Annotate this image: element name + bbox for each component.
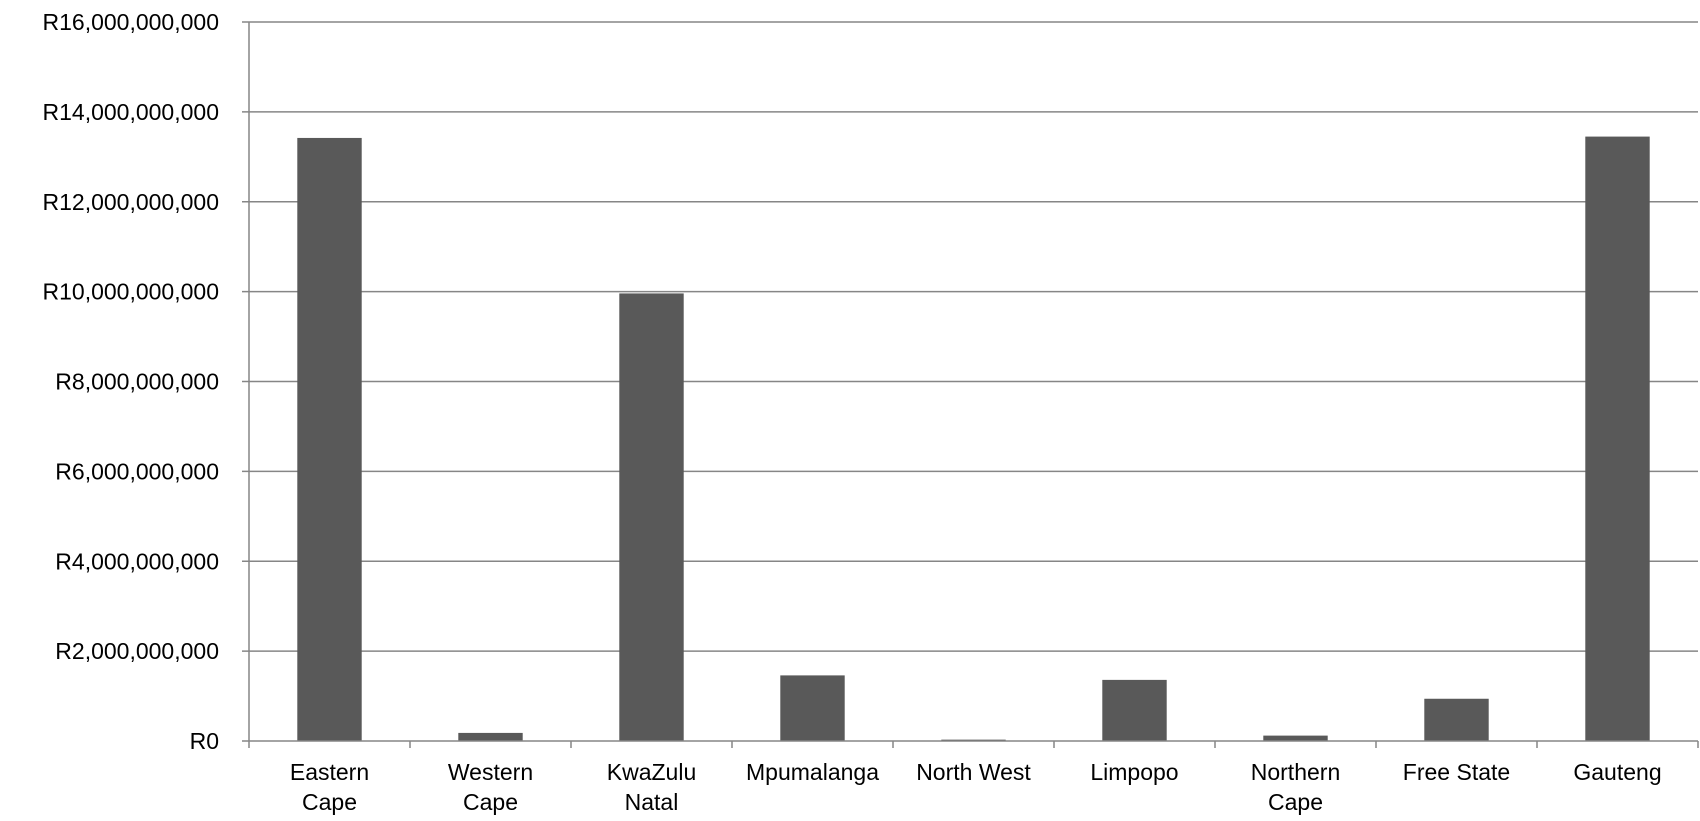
x-tick-label: Mpumalanga <box>746 759 879 785</box>
x-tick-label-line: Gauteng <box>1573 759 1661 785</box>
x-tick-label-line: Free State <box>1403 759 1510 785</box>
x-tick-label-line: Eastern <box>290 759 369 785</box>
x-tick-label-line: Natal <box>625 789 679 815</box>
axes <box>242 21 1699 748</box>
x-tick-label: Western Cape <box>448 759 533 815</box>
x-tick-label: Gauteng <box>1573 759 1661 785</box>
x-tick-label-line: Cape <box>1268 789 1323 815</box>
x-tick-label: Northern Cape <box>1251 759 1340 815</box>
y-tick-label: R12,000,000,000 <box>43 189 220 215</box>
y-tick-labels: R0 R2,000,000,000 R4,000,000,000 R6,000,000… <box>43 9 220 754</box>
y-tick-label: R16,000,000,000 <box>43 9 220 35</box>
y-tick-label: R8,000,000,000 <box>55 369 219 395</box>
gridlines <box>249 21 1698 652</box>
y-tick-label: R0 <box>190 728 219 754</box>
y-tick-label: R2,000,000,000 <box>55 638 219 664</box>
bar-eastern-cape <box>297 137 362 742</box>
bar-gauteng <box>1585 136 1650 741</box>
x-tick-label: Limpopo <box>1090 759 1178 785</box>
x-tick-label-line: Western <box>448 759 533 785</box>
x-tick-label-line: North West <box>916 759 1031 785</box>
x-tick-label-line: Northern <box>1251 759 1340 785</box>
y-tick-label: R10,000,000,000 <box>43 279 220 305</box>
x-tick-label: KwaZulu Natal <box>607 759 696 815</box>
x-tick-labels: Eastern Cape Western Cape KwaZulu Natal Mpumal… <box>290 759 1662 815</box>
x-tick-label-line: Cape <box>463 789 518 815</box>
bar-free-state <box>1424 698 1489 741</box>
x-tick-label: Free State <box>1403 759 1510 785</box>
y-tick-label: R6,000,000,000 <box>55 458 219 484</box>
x-tick-label-line: Limpopo <box>1090 759 1178 785</box>
x-tick-label-line: Cape <box>302 789 357 815</box>
x-tick-label: Eastern Cape <box>290 759 369 815</box>
bar-kwazulu-natal <box>619 293 684 741</box>
bar-northern-cape <box>1263 735 1328 741</box>
x-tick-label: North West <box>916 759 1031 785</box>
bar-limpopo <box>1102 679 1167 741</box>
y-tick-label: R4,000,000,000 <box>55 548 219 574</box>
x-tick-label-line: Mpumalanga <box>746 759 879 785</box>
bar-mpumalanga <box>780 675 845 741</box>
x-tick-label-line: KwaZulu <box>607 759 696 785</box>
bar-western-cape <box>458 732 523 741</box>
y-tick-label: R14,000,000,000 <box>43 99 220 125</box>
bars <box>297 136 1650 742</box>
